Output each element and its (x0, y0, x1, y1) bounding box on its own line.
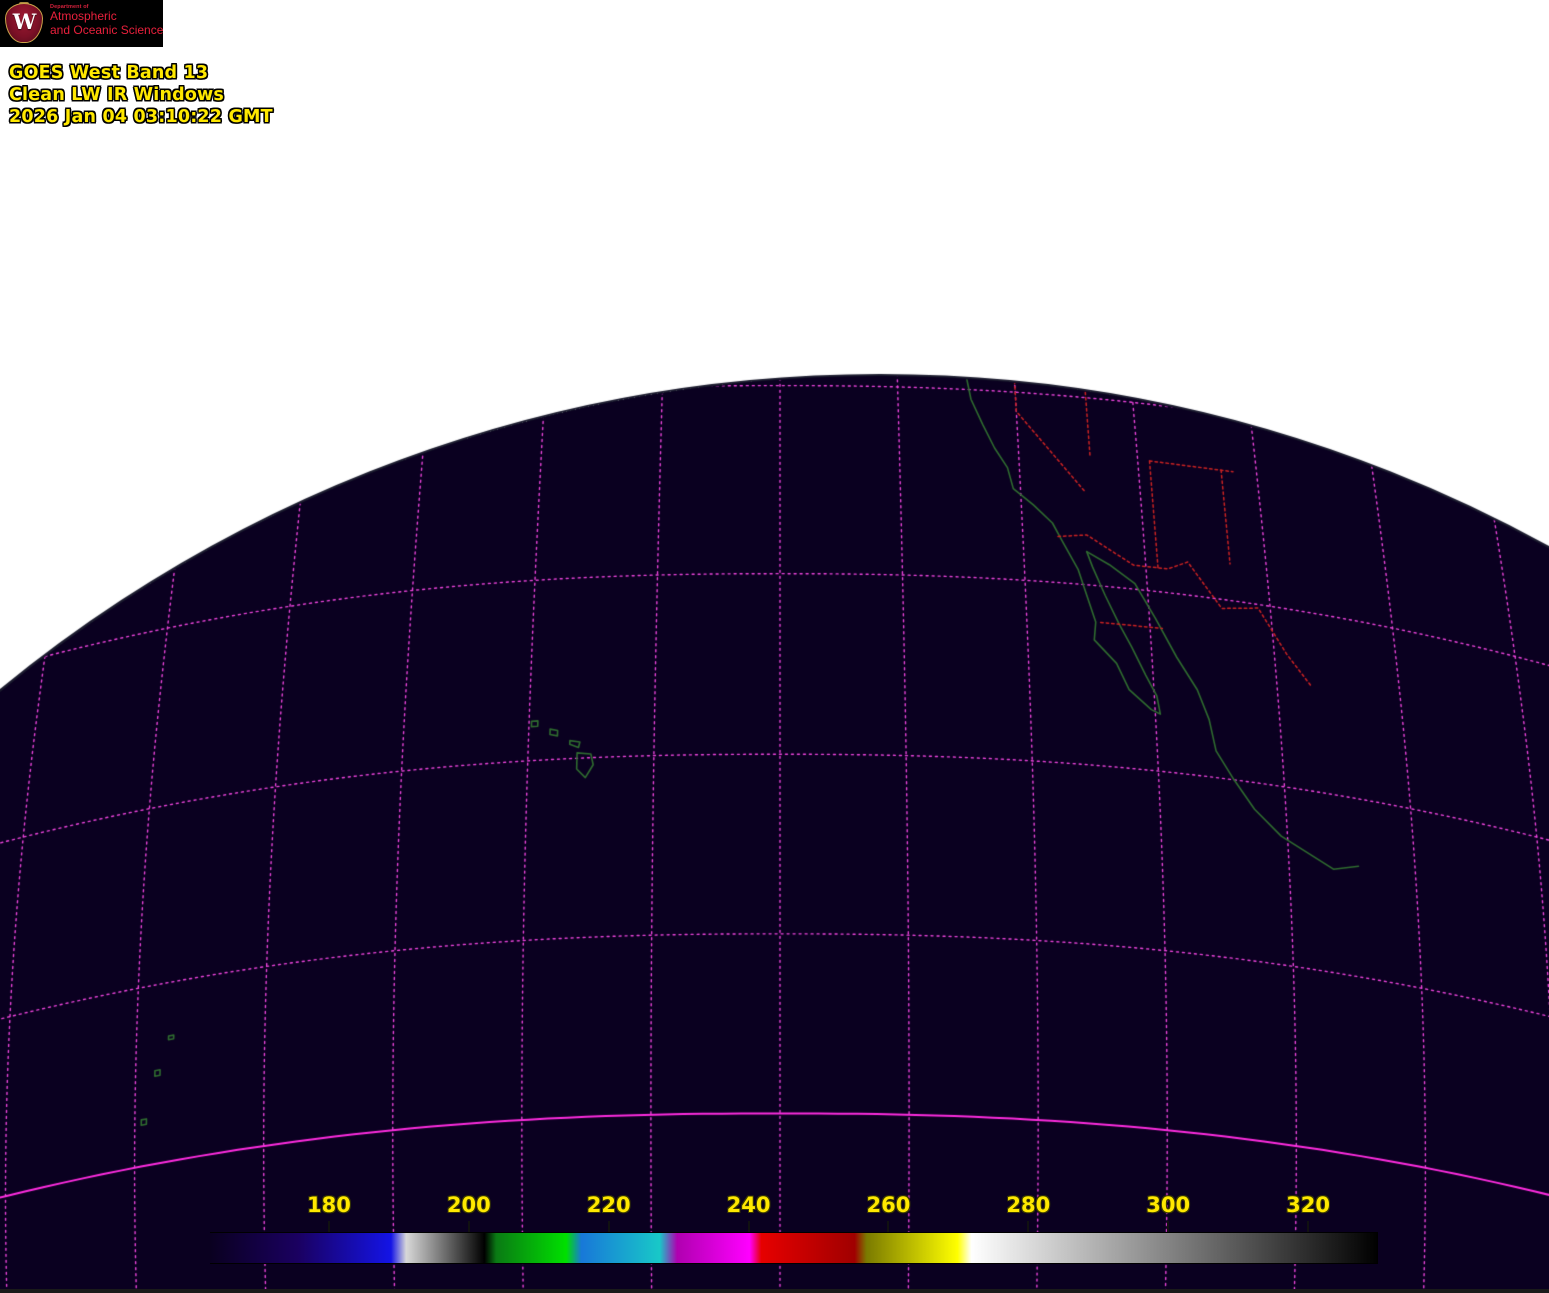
temperature-colorbar: 180 200 220 240 260 280 300 320 (210, 1193, 1378, 1264)
logo-text-block: Department of Atmospheric and Oceanic Sc… (50, 4, 163, 37)
uw-crest-icon: W (3, 2, 45, 45)
bottom-border-rule (0, 1289, 1549, 1293)
colorbar-tick-labels: 180 200 220 240 260 280 300 320 (210, 1192, 1378, 1222)
colorbar-tick-label: 280 (1006, 1193, 1051, 1217)
colorbar-gradient (210, 1232, 1378, 1264)
crest-letter-w: W (12, 9, 37, 34)
logo-name-line-2: and Oceanic Sciences (50, 22, 163, 37)
colorbar-tick-marks (210, 1221, 1378, 1232)
colorbar-tick (607, 1221, 610, 1232)
logo-name-line-1: Atmospheric (50, 9, 117, 23)
colorbar-tick (1027, 1221, 1030, 1232)
colorbar-tick (1167, 1221, 1170, 1232)
colorbar-tick-label: 180 (306, 1193, 351, 1217)
crest-shield (5, 3, 43, 43)
uw-aos-logo: W Department of Atmospheric and Oceanic … (0, 0, 163, 47)
colorbar-tick-label: 220 (586, 1193, 631, 1217)
logo-dept-prefix: Department of (50, 4, 89, 10)
colorbar-tick-label: 240 (726, 1193, 771, 1217)
colorbar-tick (327, 1221, 330, 1232)
colorbar-tick (747, 1221, 750, 1232)
colorbar-tick-label: 300 (1146, 1193, 1191, 1217)
colorbar-tick-label: 200 (446, 1193, 491, 1217)
colorbar-tick (467, 1221, 470, 1232)
colorbar-tick-label: 260 (866, 1193, 911, 1217)
colorbar-tick (887, 1221, 890, 1232)
colorbar-tick (1307, 1221, 1310, 1232)
colorbar-tick-label: 320 (1286, 1193, 1330, 1217)
